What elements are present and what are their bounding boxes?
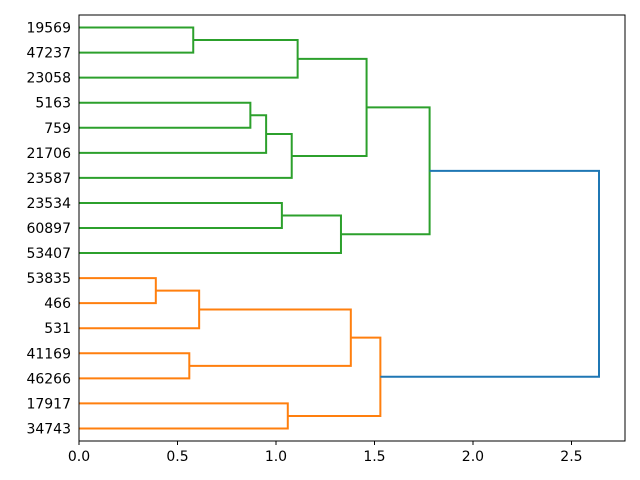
x-tick-label: 0.5 [166, 449, 188, 465]
dendrogram-link-green [291, 57, 368, 157]
x-tick-label: 0.0 [68, 449, 90, 465]
dendrogram-link-orange [79, 402, 289, 430]
leaf-label: 23587 [26, 171, 71, 187]
dendrogram-link-orange [79, 277, 157, 305]
axes-box [78, 14, 626, 442]
leaf-label: 466 [44, 296, 71, 312]
leaf-label: 47237 [26, 46, 71, 62]
leaf-label: 41169 [26, 346, 71, 362]
x-tick-label: 1.0 [265, 449, 287, 465]
x-tick-label: 2.5 [560, 449, 582, 465]
dendrogram-link-orange [287, 336, 382, 417]
leaf-label: 21706 [26, 146, 71, 162]
leaf-label: 53835 [26, 271, 71, 287]
dendrogram-link-green [340, 106, 431, 236]
dendrogram-link-green [79, 101, 252, 129]
leaf-label: 34743 [26, 421, 71, 437]
leaf-label: 23534 [26, 196, 71, 212]
dendrogram-link-orange [79, 289, 201, 330]
dendrogram-link-green [79, 114, 268, 154]
dendrogram-link-green [79, 26, 195, 54]
leaf-label: 53407 [26, 246, 71, 262]
leaf-label: 19569 [26, 21, 71, 37]
x-tick-label: 2.0 [462, 449, 484, 465]
dendrogram-link-orange [79, 352, 191, 380]
dendrogram-link-blue [380, 169, 600, 378]
dendrogram-link-green [79, 133, 293, 179]
leaf-label: 5163 [35, 96, 71, 112]
leaf-label: 60897 [26, 221, 71, 237]
dendrogram-link-green [79, 39, 299, 79]
dendrogram-link-green [79, 214, 342, 255]
dendrogram-link-orange [189, 308, 352, 367]
leaf-label: 759 [44, 121, 71, 137]
x-tick-label: 1.5 [363, 449, 385, 465]
leaf-label: 531 [44, 321, 71, 337]
leaf-label: 23058 [26, 71, 71, 87]
dendrogram-link-green [79, 201, 283, 229]
leaf-label: 17917 [26, 396, 71, 412]
leaf-label: 46266 [26, 371, 71, 387]
